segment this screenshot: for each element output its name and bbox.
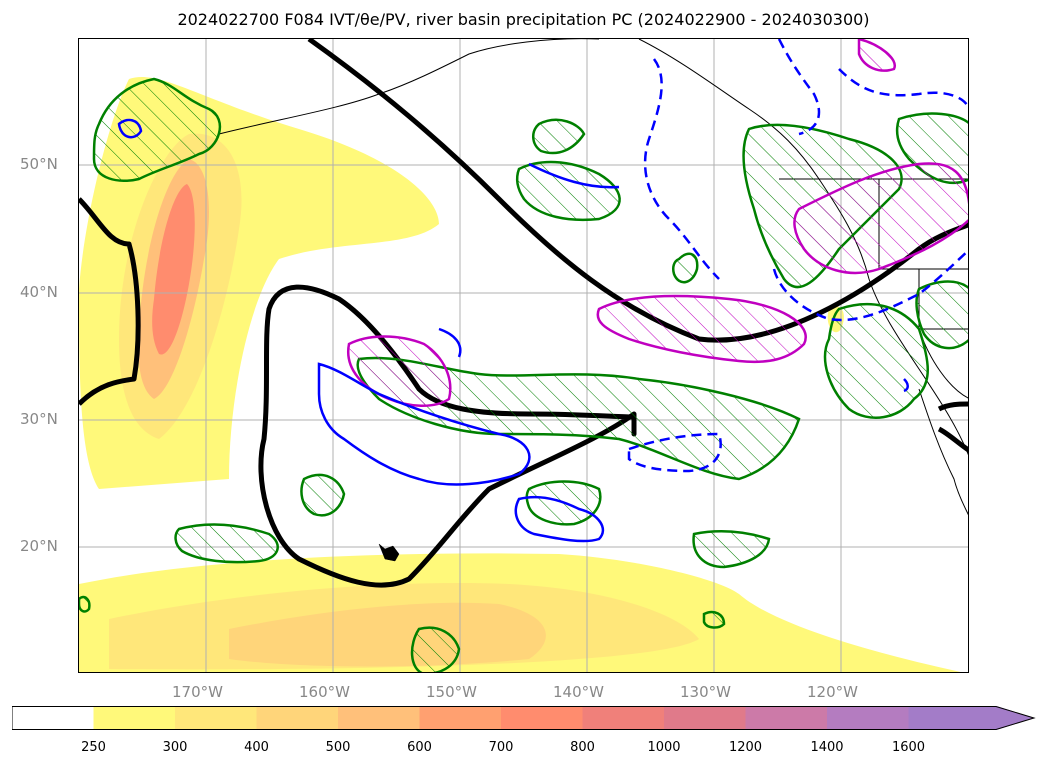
colorbar-tick-label: 700 xyxy=(488,740,514,755)
colorbar-tick-label: 400 xyxy=(244,740,269,755)
colorbar-tick-label: 600 xyxy=(407,740,432,755)
colorbar-cell xyxy=(93,706,176,730)
lon-label-130w: 130°W xyxy=(680,683,731,701)
colorbar-tick-label: 800 xyxy=(570,740,595,755)
lat-label-40n: 40°N xyxy=(20,283,58,301)
lon-label-120w: 120°W xyxy=(807,683,858,701)
colorbar-cell xyxy=(501,706,583,730)
colorbar-cell xyxy=(582,706,665,730)
map-canvas xyxy=(79,39,968,672)
colorbar-cell xyxy=(12,706,94,730)
magenta-contours xyxy=(346,39,968,407)
colorbar-cell xyxy=(175,706,257,730)
theta-contours-dashed xyxy=(627,39,968,473)
ivt-shading-west xyxy=(79,77,439,489)
colorbar-cell xyxy=(338,706,420,730)
lon-label-160w: 160°W xyxy=(299,683,350,701)
colorbar-cell xyxy=(419,706,502,730)
lat-label-20n: 20°N xyxy=(20,537,58,555)
ivt-shading-south xyxy=(79,553,961,672)
colorbar-tick-label: 500 xyxy=(325,740,351,755)
lat-label-30n: 30°N xyxy=(20,410,58,428)
lon-label-150w: 150°W xyxy=(426,683,477,701)
lon-label-170w: 170°W xyxy=(172,683,223,701)
colorbar-cell xyxy=(827,706,909,730)
colorbar-tick-label: 1000 xyxy=(647,740,681,755)
colorbar-tick-label: 300 xyxy=(162,740,188,755)
colorbar-cell xyxy=(664,706,746,730)
map-title: 2024022700 F084 IVT/θe/PV, river basin p… xyxy=(177,10,870,29)
colorbar-tick-label: 1400 xyxy=(810,740,844,755)
colorbar-tick-label: 250 xyxy=(81,740,106,755)
map-panel xyxy=(78,38,969,673)
colorbar-extend-arrow xyxy=(908,706,1034,730)
theta-contours-solid xyxy=(117,118,909,543)
lon-label-140w: 140°W xyxy=(553,683,604,701)
lat-label-50n: 50°N xyxy=(20,155,58,173)
colorbar-tick-label: 1200 xyxy=(728,740,763,755)
colorbar-tick-label: 1600 xyxy=(891,740,926,755)
colorbar-cell xyxy=(745,706,828,730)
colorbar xyxy=(12,706,1036,730)
colorbar-cell xyxy=(256,706,339,730)
